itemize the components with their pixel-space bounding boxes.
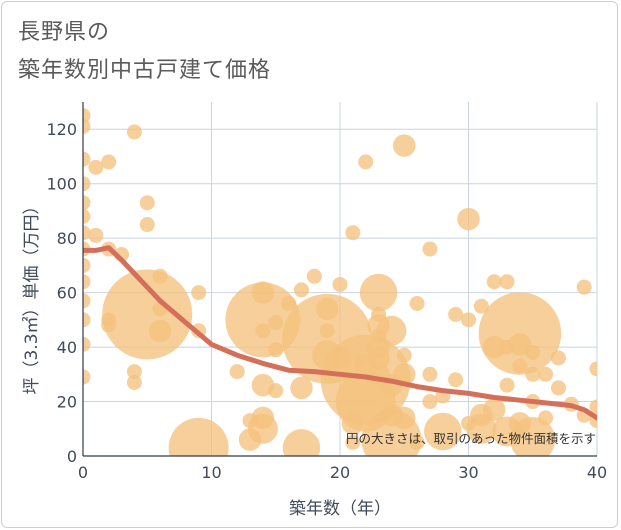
y-axis-title: 坪（3.3㎡）単価（万円） bbox=[22, 197, 42, 394]
title-line-2: 築年数別中古戸建て価格 bbox=[18, 58, 272, 83]
bubble-point bbox=[282, 429, 321, 456]
bubble-point bbox=[126, 374, 142, 390]
chart-note: 円の大きさは、取引のあった物件面積を示す bbox=[346, 431, 596, 446]
bubble-point bbox=[126, 364, 142, 380]
bubble-point bbox=[424, 412, 462, 451]
x-axis-title: 築年数（年） bbox=[289, 499, 391, 519]
bubble-point bbox=[83, 312, 91, 328]
x-tick-label: 10 bbox=[201, 463, 221, 482]
bubble-point bbox=[83, 274, 91, 290]
bubble-point bbox=[550, 380, 566, 396]
bubble-point bbox=[101, 154, 117, 170]
bubble-point bbox=[332, 276, 348, 292]
bubble-point bbox=[422, 366, 438, 382]
bubble-point bbox=[393, 134, 416, 157]
y-tick-label: 120 bbox=[46, 120, 77, 139]
bubble-point bbox=[538, 366, 554, 382]
bubble-point bbox=[306, 268, 322, 284]
bubble-point bbox=[576, 279, 592, 295]
title-line-1: 長野県の bbox=[18, 20, 111, 45]
bubble-point bbox=[191, 285, 207, 301]
bubble-point bbox=[83, 176, 91, 192]
bubble-point bbox=[102, 269, 193, 360]
bubble-point bbox=[268, 383, 284, 399]
bubble-point bbox=[409, 296, 425, 312]
bubble-point bbox=[229, 364, 245, 380]
bubble-point bbox=[168, 417, 229, 456]
bubble-point bbox=[148, 319, 172, 342]
y-tick-label: 40 bbox=[57, 338, 77, 357]
bubble-point bbox=[376, 315, 407, 346]
bubble-point bbox=[83, 151, 91, 167]
bubble-point bbox=[512, 358, 528, 374]
bubble-point bbox=[83, 119, 91, 135]
bubble-point bbox=[88, 227, 104, 243]
axes-layer: 0 10 20 30 40 0 20 40 60 80 100 120 bbox=[46, 102, 607, 482]
bubble-point bbox=[508, 333, 532, 356]
bubble-point bbox=[290, 376, 313, 400]
bubble-point bbox=[139, 195, 155, 211]
bubble-point bbox=[589, 399, 597, 415]
bubble-point bbox=[525, 345, 541, 361]
y-tick-label: 20 bbox=[57, 393, 77, 412]
y-tick-label: 100 bbox=[46, 175, 77, 194]
y-tick-label: 0 bbox=[67, 447, 77, 466]
y-tick-label: 80 bbox=[57, 229, 77, 248]
bubble-point bbox=[83, 293, 91, 309]
x-tick-label: 30 bbox=[458, 463, 478, 482]
bubble-point bbox=[393, 406, 416, 430]
bubble-point bbox=[268, 315, 284, 331]
bubble-point bbox=[358, 154, 374, 170]
trend-layer bbox=[83, 245, 597, 421]
x-tick-label: 40 bbox=[587, 463, 607, 482]
bubble-point bbox=[409, 434, 425, 450]
chart-title: 長野県の 築年数別中古戸建て価格 bbox=[18, 14, 271, 90]
bubble-point bbox=[499, 274, 515, 290]
bubble-point bbox=[88, 159, 104, 175]
bubble-point bbox=[448, 306, 464, 322]
bubble-point bbox=[247, 413, 278, 444]
bubble-point bbox=[255, 323, 271, 339]
x-tick-label: 20 bbox=[330, 463, 350, 482]
bubble-point bbox=[422, 241, 438, 257]
bubble-point bbox=[525, 366, 541, 382]
bubble-point bbox=[126, 124, 142, 140]
bubble-point bbox=[345, 434, 361, 450]
bubble-point bbox=[393, 363, 416, 386]
bubble-point bbox=[83, 336, 91, 352]
bubble-point bbox=[499, 377, 515, 393]
bubble-point bbox=[152, 268, 168, 284]
bubble-point bbox=[422, 394, 438, 410]
bubble-point bbox=[139, 217, 155, 233]
trend-line bbox=[83, 245, 597, 421]
bubble-point bbox=[83, 369, 91, 385]
bubble-point bbox=[83, 195, 91, 211]
bubble-point bbox=[345, 225, 361, 241]
bubble-point bbox=[550, 350, 566, 366]
bubble-point bbox=[448, 372, 464, 388]
bubbles-layer bbox=[83, 108, 597, 456]
bubble-point bbox=[461, 312, 476, 328]
bubble-point bbox=[268, 342, 284, 358]
bubble-point bbox=[396, 347, 412, 363]
bubble-point bbox=[457, 207, 480, 231]
bubble-point bbox=[473, 298, 489, 314]
bubble-point bbox=[293, 282, 309, 298]
bubble-point bbox=[83, 208, 91, 224]
bubble-point bbox=[486, 274, 502, 290]
bubble-point bbox=[589, 361, 597, 377]
y-tick-label: 60 bbox=[57, 284, 77, 303]
bubble-point bbox=[466, 413, 497, 444]
x-tick-label: 0 bbox=[78, 463, 88, 482]
bubble-point bbox=[510, 417, 556, 456]
bubble-point bbox=[538, 410, 554, 426]
bubble-point bbox=[281, 296, 297, 312]
bubble-point bbox=[367, 346, 390, 370]
bubble-point bbox=[482, 398, 506, 421]
bubble-point bbox=[359, 273, 398, 312]
bubble-point bbox=[83, 257, 91, 273]
